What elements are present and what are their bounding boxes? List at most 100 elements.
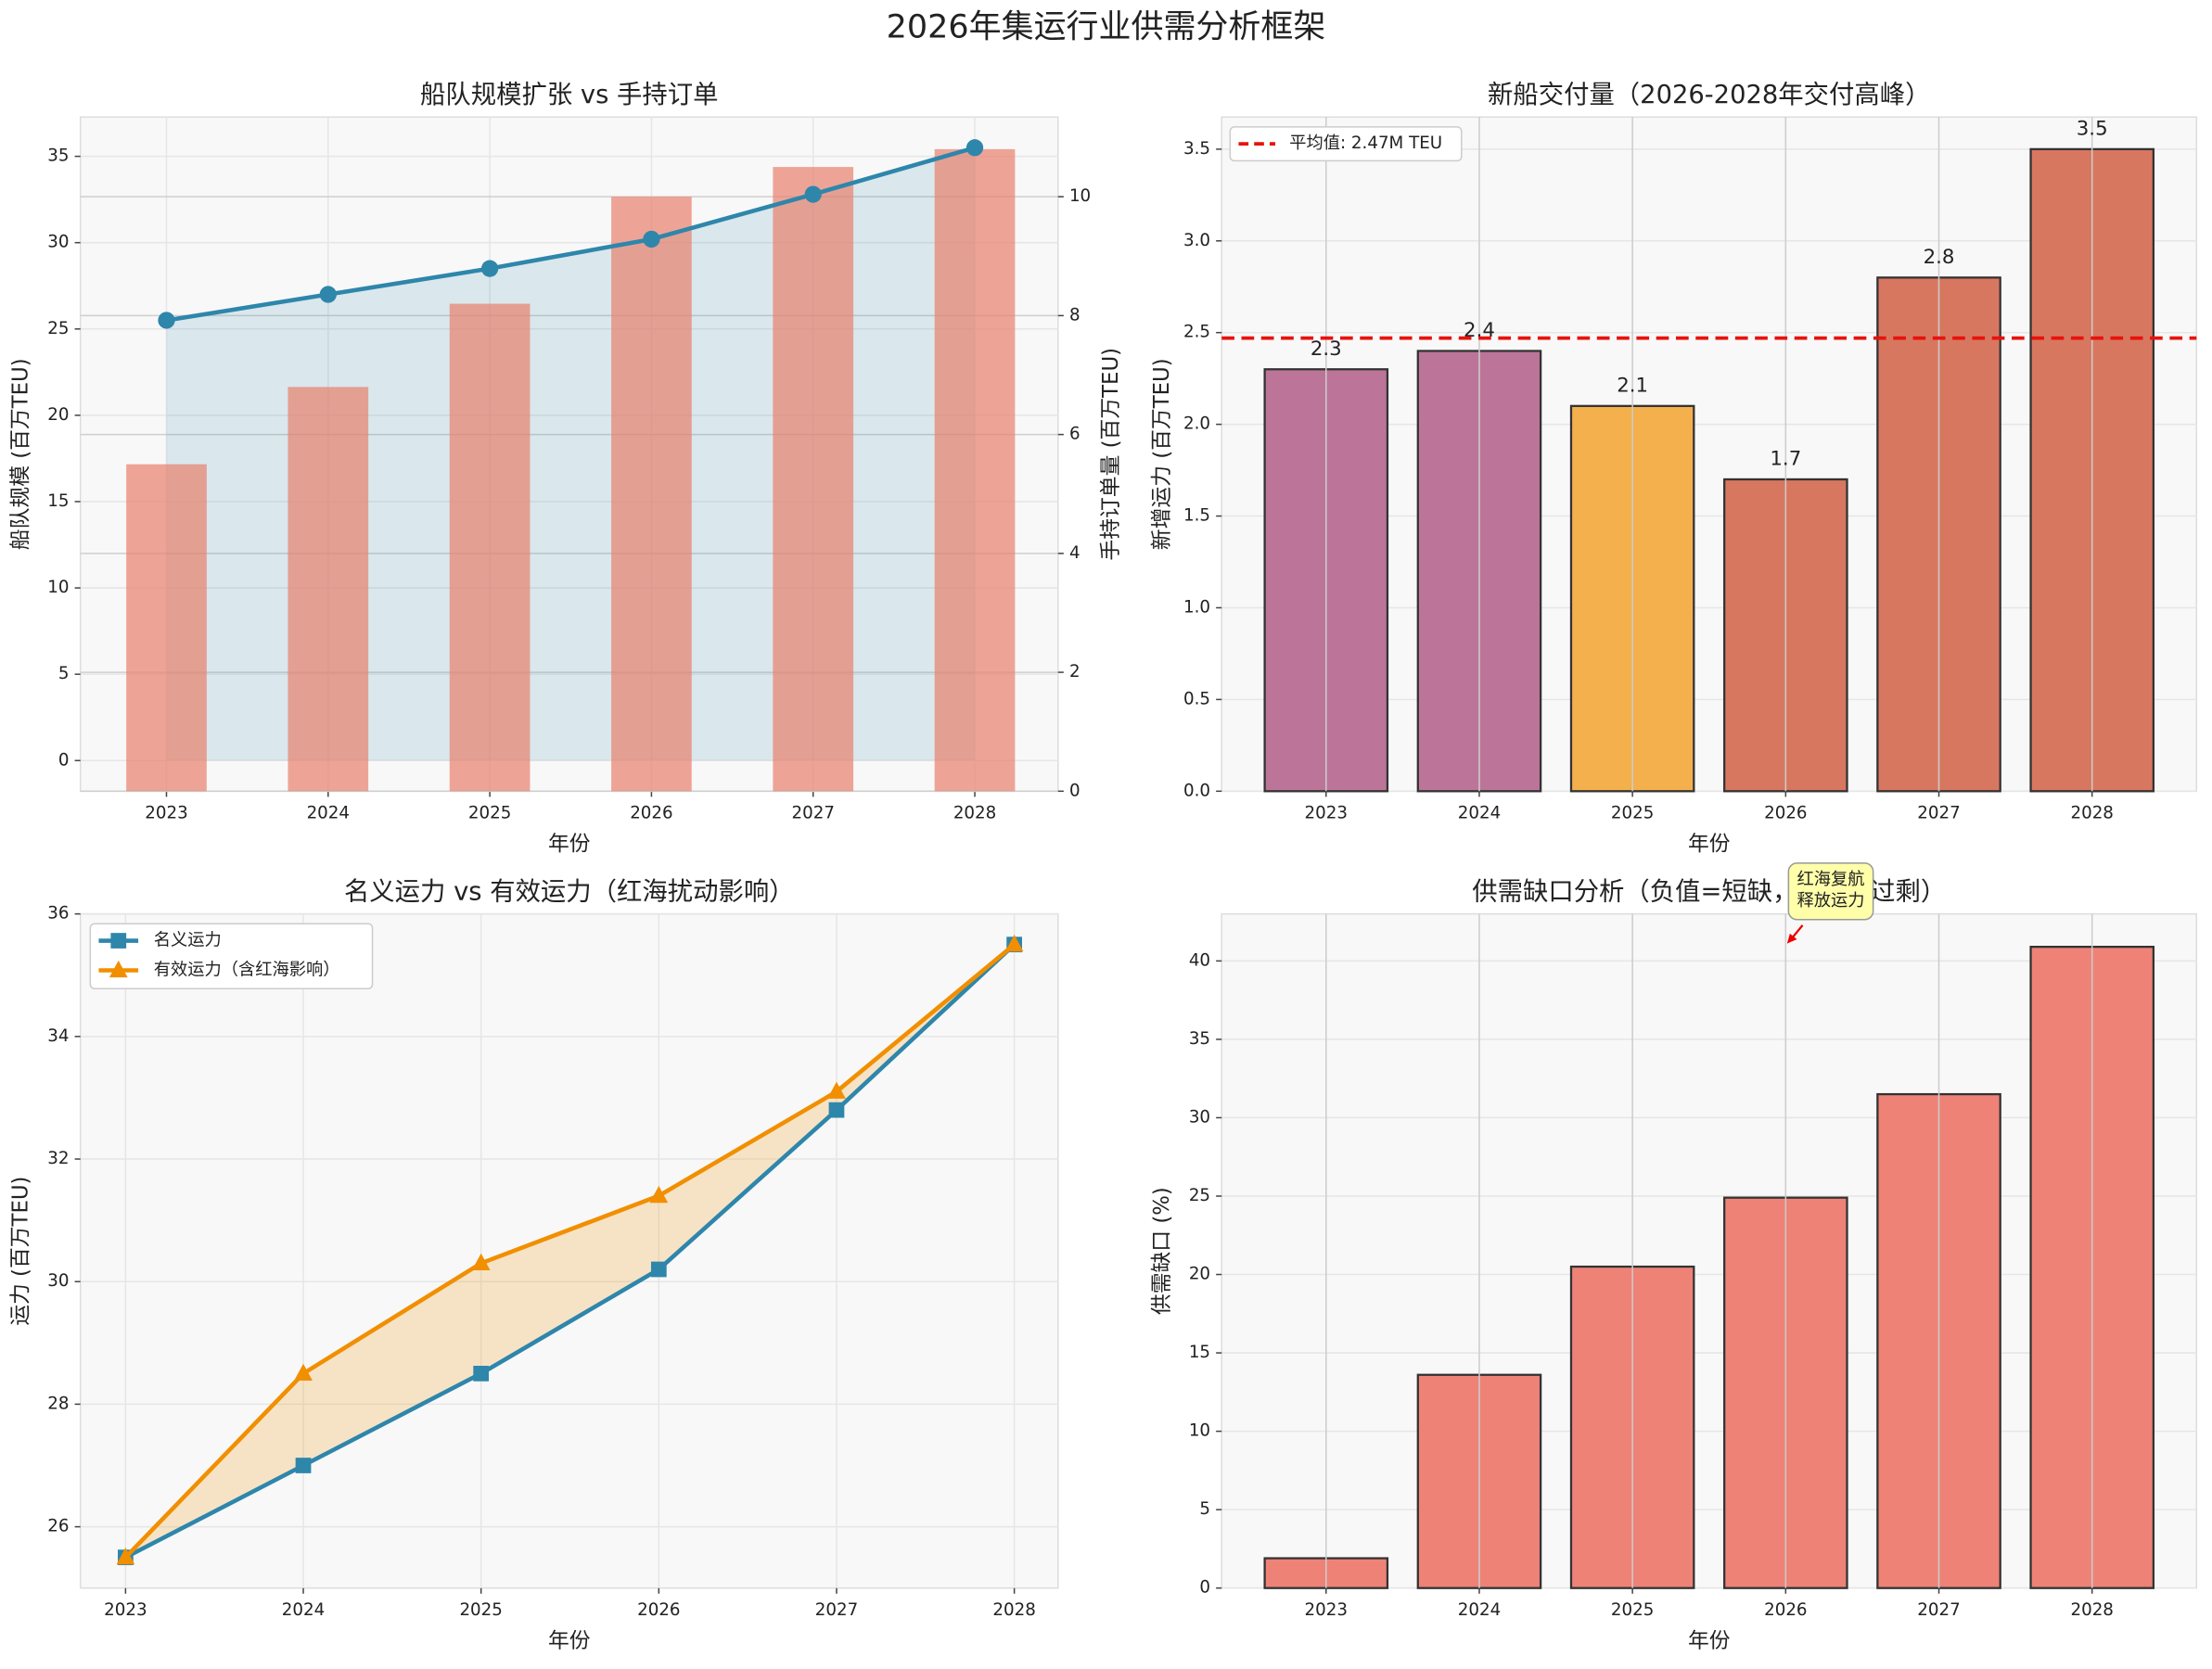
x-tick-label: 2026	[637, 1600, 680, 1620]
y-axis-label: 供需缺口 (%)	[1150, 1187, 1174, 1315]
line	[166, 146, 976, 323]
y-tick-label: 26	[47, 1517, 69, 1536]
y-tick-label: 0	[58, 750, 70, 770]
x-axis-label: 年份	[548, 833, 591, 857]
x-axis-label: 年份	[1688, 1629, 1731, 1653]
y-tick-label: 0.5	[1183, 689, 1210, 708]
y-tick-label: 28	[47, 1394, 69, 1413]
chart-title: 名义运力 vs 有效运力（红海扰动影响）	[344, 877, 795, 906]
y-tick-label: 0.0	[1183, 781, 1210, 800]
legend-box	[1229, 126, 1463, 162]
x-tick-label: 2027	[1917, 1600, 1960, 1620]
y-tick-label: 35	[47, 147, 69, 166]
y-tick-label: 30	[47, 1271, 69, 1291]
y-tick-label: 25	[47, 319, 69, 338]
x-tick-label: 2027	[815, 1600, 858, 1620]
x-tick-label: 2027	[1917, 804, 1960, 823]
y-tick-label: 0	[1199, 1578, 1210, 1598]
x-tick-label: 2023	[145, 804, 187, 823]
y2-tick-label: 6	[1069, 425, 1080, 444]
x-tick-label: 2026	[1764, 1600, 1807, 1620]
x-tick-label: 2023	[104, 1600, 147, 1620]
y-tick-label: 25	[1189, 1186, 1210, 1205]
line	[123, 942, 1016, 1560]
y-tick-label: 34	[47, 1026, 69, 1046]
chart-title: 供需缺口分析（负值=短缺，正值=过剩）	[1472, 877, 1946, 906]
x-tick-label: 2028	[2070, 1600, 2113, 1620]
y-tick-label: 35	[1189, 1029, 1210, 1049]
point	[319, 286, 337, 303]
y-tick-label: 15	[47, 491, 69, 511]
y-tick-label: 10	[1189, 1421, 1210, 1441]
point	[471, 1253, 491, 1270]
y2-tick-label: 2	[1069, 662, 1080, 682]
chart-title: 船队规模扩张 vs 手持订单	[420, 81, 718, 109]
x-tick-label: 2023	[1305, 1600, 1348, 1620]
point	[649, 1186, 669, 1204]
bar	[611, 197, 692, 792]
legend-label: 名义运力	[154, 931, 222, 950]
y-tick-label: 20	[47, 405, 69, 425]
value-label: 3.5	[2077, 118, 2108, 141]
y-tick-label: 5	[58, 664, 70, 683]
point	[480, 260, 499, 277]
y2-axis-label: 手持订单量 (百万TEU)	[1099, 348, 1123, 561]
annotation-text: 释放运力	[1797, 891, 1865, 911]
x-tick-label: 2025	[1611, 804, 1654, 823]
figure-title: 2026年集运行业供需分析框架	[887, 8, 1326, 45]
y-tick-label: 1.5	[1183, 506, 1210, 526]
line	[124, 943, 1016, 1560]
x-tick-label: 2028	[2070, 804, 2113, 823]
x-tick-label: 2026	[1764, 804, 1807, 823]
y-axis-label: 新增运力 (百万TEU)	[1150, 358, 1174, 550]
y-tick-label: 3.0	[1183, 231, 1210, 250]
point	[828, 1102, 845, 1118]
point	[804, 185, 822, 203]
y-tick-label: 30	[47, 233, 69, 252]
area-fill	[166, 147, 976, 761]
y-tick-label: 2.0	[1183, 414, 1210, 434]
x-axis-label: 年份	[548, 1629, 591, 1653]
y-tick-label: 40	[1189, 950, 1210, 970]
point	[827, 1081, 846, 1099]
x-tick-label: 2028	[953, 804, 996, 823]
x-tick-label: 2024	[307, 804, 350, 823]
point	[473, 1365, 490, 1382]
y-axis-label: 船队规模 (百万TEU)	[8, 358, 32, 550]
y2-tick-label: 4	[1069, 543, 1080, 563]
x-tick-label: 2027	[792, 804, 835, 823]
x-tick-label: 2025	[1611, 1600, 1654, 1620]
x-tick-label: 2028	[992, 1600, 1035, 1620]
y-axis-label: 运力 (百万TEU)	[8, 1177, 32, 1326]
point	[110, 933, 127, 949]
y-tick-label: 30	[1189, 1107, 1210, 1127]
x-tick-label: 2024	[1458, 804, 1501, 823]
x-tick-label: 2023	[1305, 804, 1348, 823]
y-tick-label: 10	[47, 578, 69, 597]
x-tick-label: 2026	[630, 804, 672, 823]
bar	[934, 148, 1016, 792]
point	[109, 960, 128, 978]
y-tick-label: 2.5	[1183, 323, 1210, 342]
legend-box	[89, 923, 374, 990]
fill-between	[125, 944, 1015, 1558]
legend-label: 平均值: 2.47M TEU	[1289, 134, 1442, 153]
y2-tick-label: 8	[1069, 305, 1080, 325]
value-label: 2.3	[1311, 338, 1342, 361]
point	[116, 1547, 135, 1565]
point	[643, 230, 660, 248]
point	[965, 139, 984, 157]
y-tick-label: 3.5	[1183, 139, 1210, 159]
legend-label: 有效运力（含红海影响）	[154, 960, 340, 979]
bar	[288, 387, 369, 792]
bar	[449, 303, 531, 792]
y-tick-label: 36	[47, 904, 69, 924]
y-tick-label: 1.0	[1183, 597, 1210, 617]
bar	[773, 167, 854, 792]
y-tick-label: 15	[1189, 1343, 1210, 1362]
point	[294, 1363, 313, 1381]
x-tick-label: 2025	[468, 804, 511, 823]
annotation-text: 红海复航	[1797, 870, 1865, 889]
